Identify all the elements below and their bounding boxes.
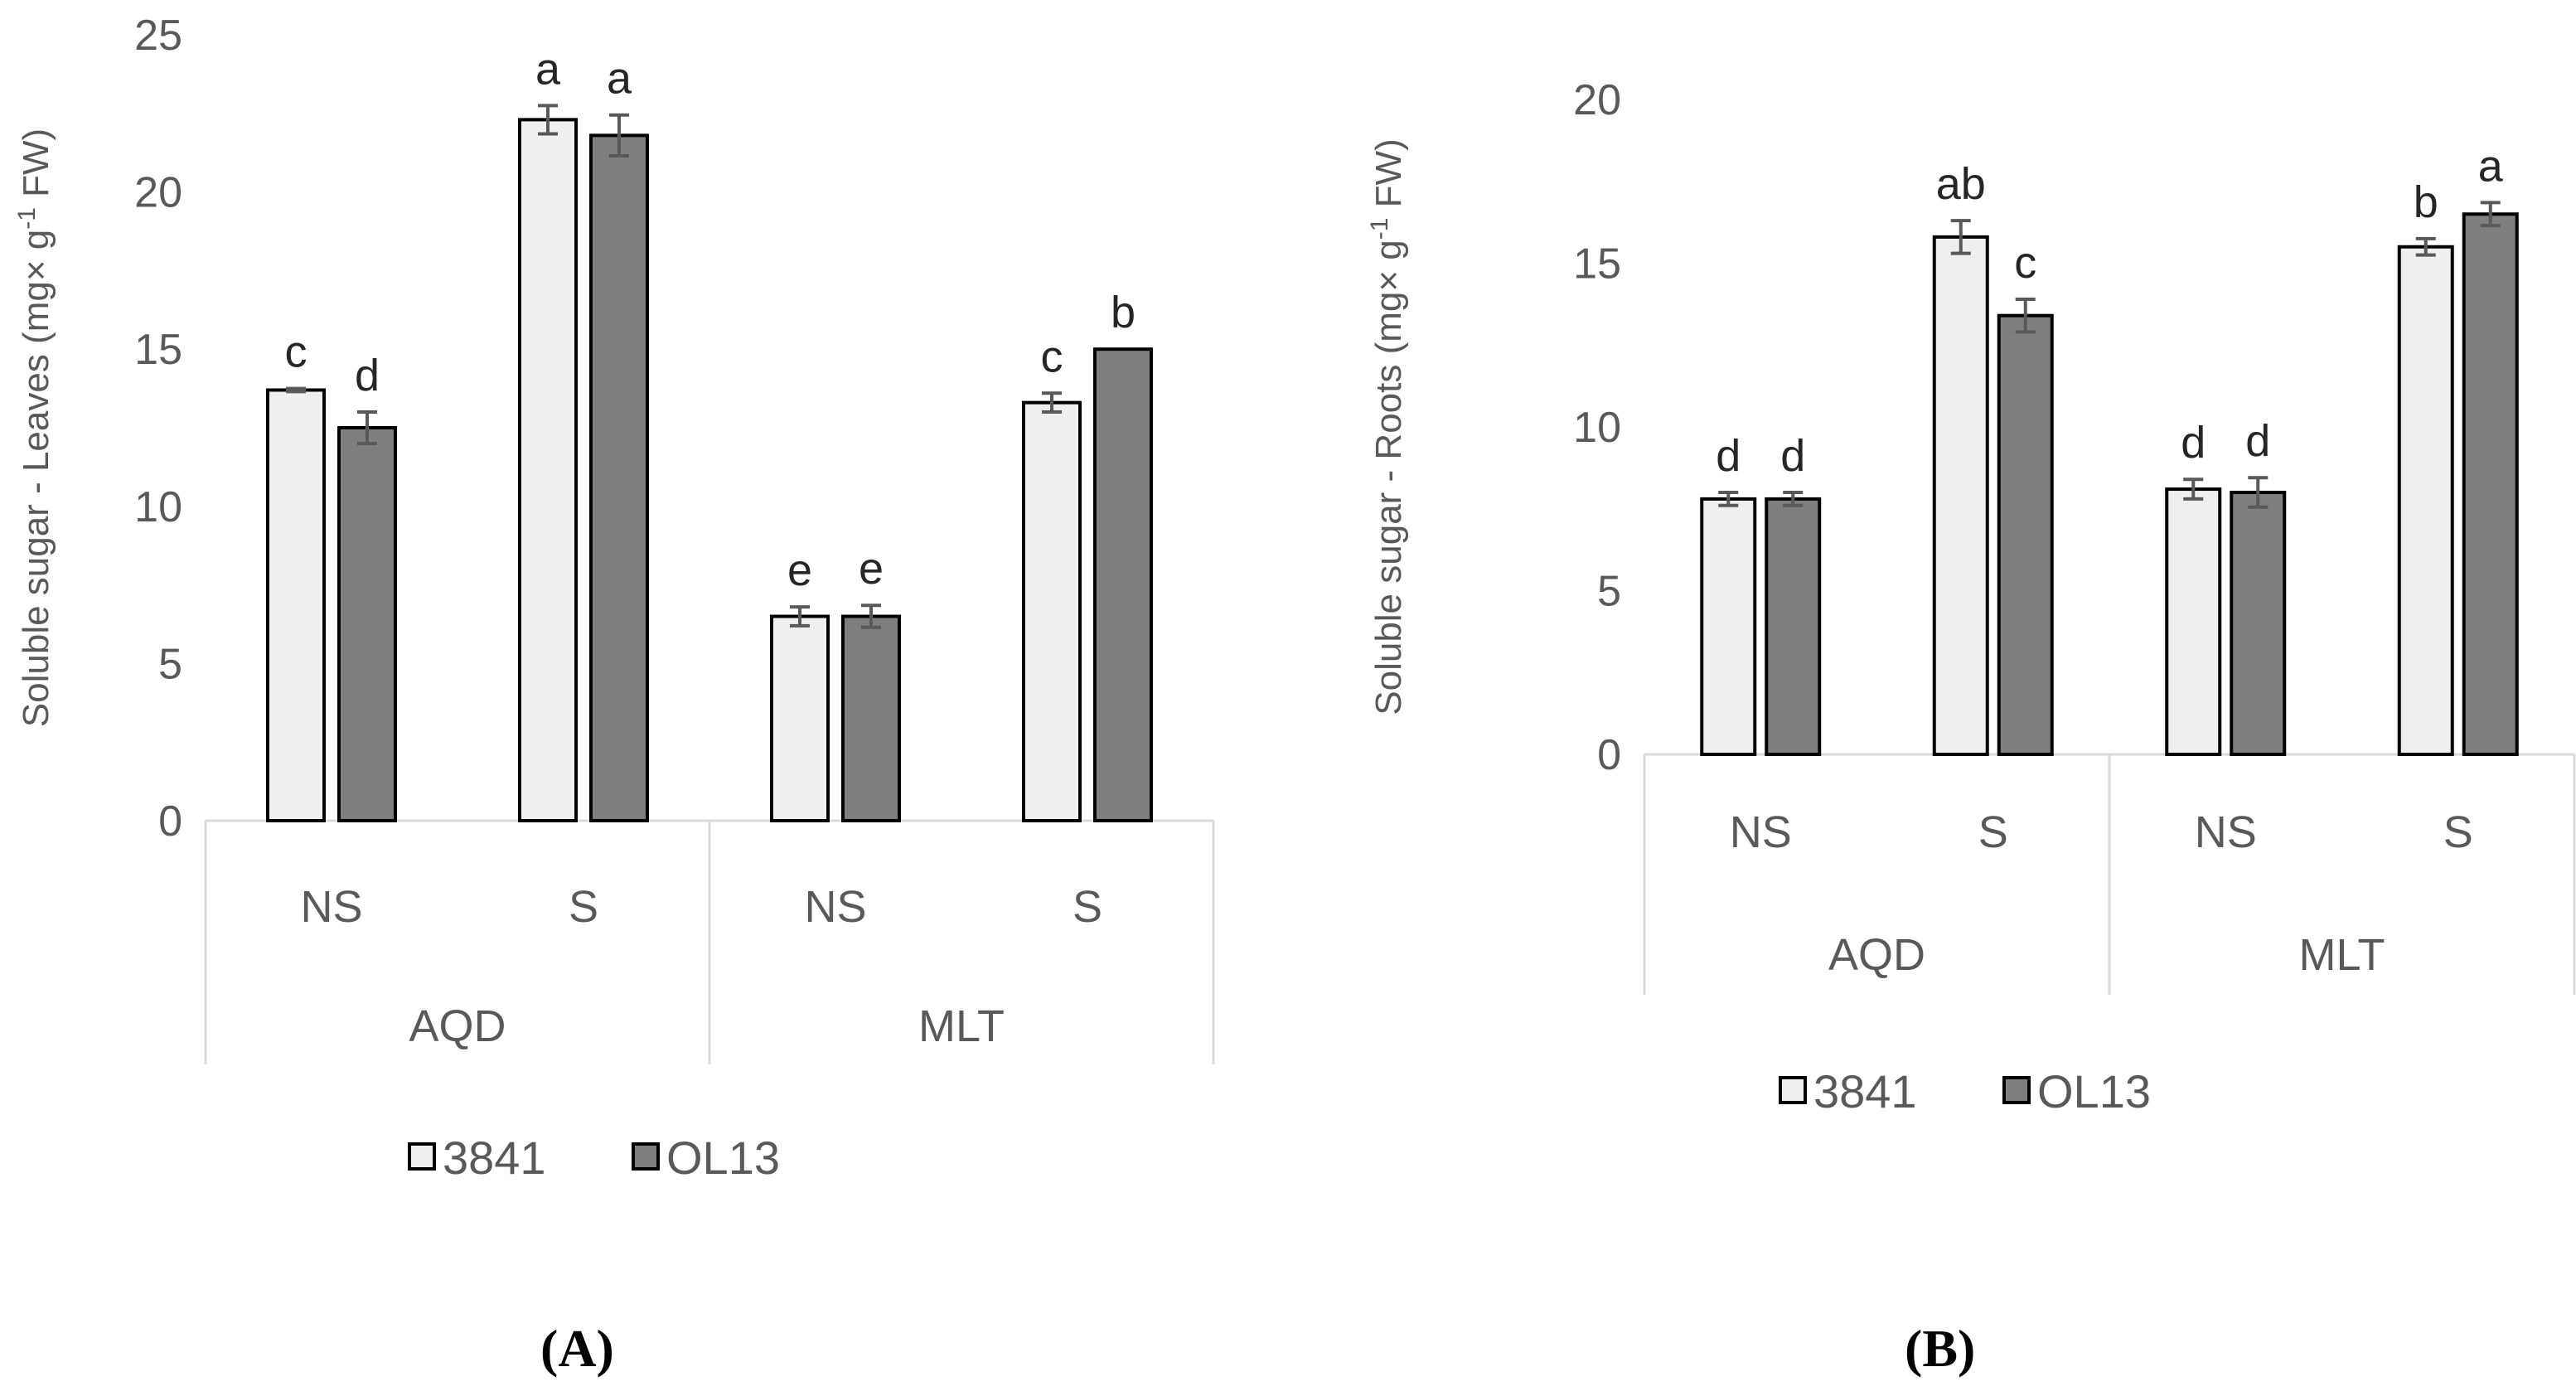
significance-letter: a — [535, 44, 561, 94]
legend-swatch-3841 — [408, 1142, 436, 1171]
bar-ol13 — [589, 133, 649, 822]
significance-letter: e — [787, 545, 812, 595]
y-tick-label: 10 — [134, 483, 182, 531]
y-tick-label: 0 — [1597, 731, 1621, 779]
category-label: NS — [300, 882, 362, 932]
legend-label-ol13: OL13 — [666, 1132, 780, 1184]
significance-letter: d — [2245, 416, 2270, 466]
category-label: S — [2443, 807, 2473, 857]
legend-swatch-3841 — [1779, 1076, 1807, 1104]
legend-label-3841: 3841 — [1813, 1065, 1917, 1117]
legend-label-ol13: OL13 — [2037, 1065, 2151, 1117]
panel-label-b: (B) — [1905, 1319, 1976, 1378]
category-label: S — [1978, 807, 2008, 857]
chart-b: 0 5 10 15 20 Soluble sugar - Roots (mg× g-1 F… — [1366, 76, 2576, 1117]
category-label: S — [569, 882, 598, 932]
significance-letter: b — [2414, 177, 2438, 227]
group-label: MLT — [918, 1001, 1005, 1051]
significance-letter: e — [859, 544, 884, 594]
bar-ol13 — [2230, 491, 2287, 756]
group-label: MLT — [2299, 930, 2385, 980]
significance-letter: ab — [1936, 159, 1986, 209]
y-tick-label: 5 — [158, 640, 182, 688]
legend-swatch-ol13 — [632, 1142, 660, 1171]
bar-3841 — [1700, 497, 1757, 757]
bar-3841 — [2165, 487, 2222, 756]
bar-3841 — [770, 614, 830, 823]
bar-ol13 — [1765, 497, 1822, 757]
y-tick-label: 5 — [1597, 568, 1621, 616]
category-label: NS — [804, 882, 866, 932]
bar-ol13 — [1997, 313, 2054, 756]
y-axis-title: Soluble sugar - Leaves (mg× g-1 FW) — [13, 128, 56, 727]
y-tick-label: 10 — [1573, 404, 1621, 452]
group-label: AQD — [409, 1001, 506, 1051]
y-tick-label: 25 — [134, 12, 182, 60]
y-tick-label: 0 — [158, 797, 182, 846]
significance-letter: d — [1716, 431, 1741, 481]
significance-letter: c — [2014, 238, 2036, 288]
category-label: NS — [2195, 807, 2257, 857]
category-label: NS — [1730, 807, 1792, 857]
y-tick-label: 15 — [1573, 240, 1621, 288]
bar-3841 — [1932, 235, 1989, 756]
significance-letter: d — [355, 351, 380, 400]
bar-3841 — [518, 118, 578, 823]
bar-3841 — [1022, 400, 1082, 822]
y-axis-title: Soluble sugar - Roots (mg× g-1 FW) — [1366, 138, 1409, 715]
panel-label-a: (A) — [540, 1319, 614, 1378]
y-tick-label: 15 — [134, 326, 182, 374]
significance-letter: a — [2478, 141, 2504, 191]
y-tick-label: 20 — [134, 169, 182, 217]
bar-ol13 — [337, 426, 397, 822]
legend-label-3841: 3841 — [443, 1132, 546, 1184]
significance-letter: c — [1041, 332, 1063, 381]
significance-letter: b — [1111, 288, 1135, 337]
y-tick-label: 20 — [1573, 76, 1621, 124]
significance-letter: d — [1780, 431, 1805, 481]
chart-a: 0 5 10 15 20 25 Soluble sugar - Leaves (mg× g-… — [13, 12, 1215, 1184]
bar-ol13 — [2462, 212, 2519, 756]
bar-ol13 — [1093, 347, 1153, 822]
significance-letter: c — [285, 327, 307, 377]
significance-letter: d — [2181, 418, 2206, 468]
bar-3841 — [266, 388, 326, 823]
group-label: AQD — [1828, 930, 1925, 980]
bar-ol13 — [841, 614, 901, 823]
significance-letter: a — [607, 54, 632, 104]
bar-3841 — [2397, 245, 2454, 756]
category-label: S — [1073, 882, 1102, 932]
legend-swatch-ol13 — [2002, 1076, 2031, 1104]
